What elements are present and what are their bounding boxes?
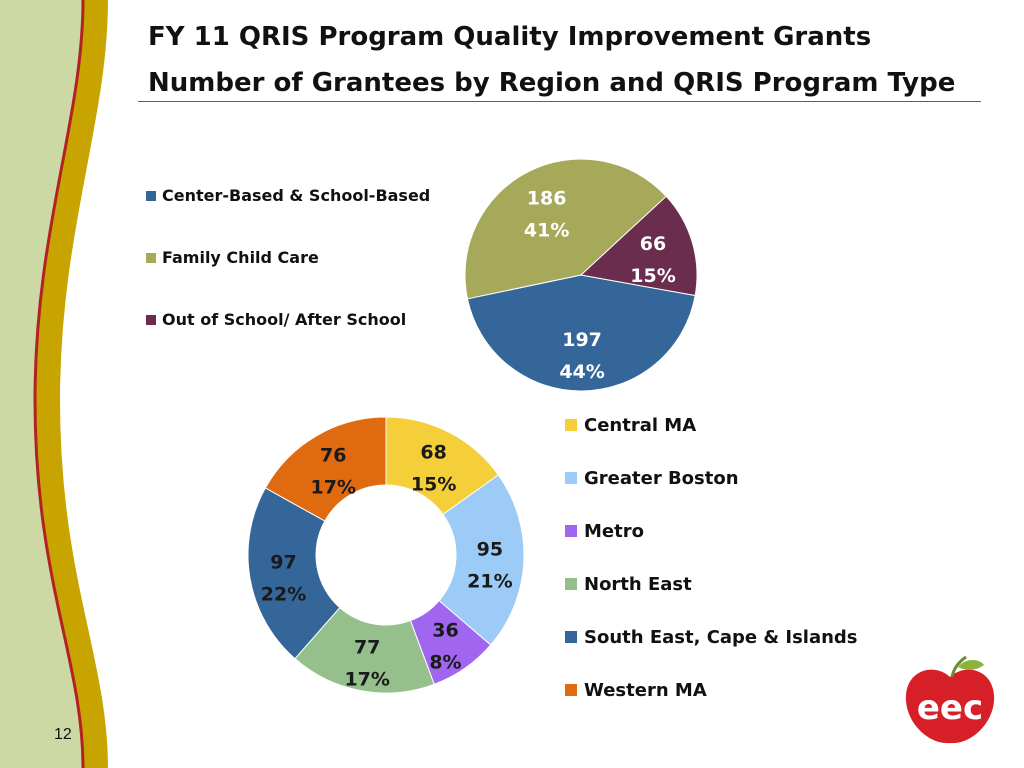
- legend-label: Metro: [584, 521, 644, 542]
- chart-title-line-2: Number of Grantees by Region and QRIS Pr…: [148, 68, 956, 98]
- legend-label: South East, Cape & Islands: [584, 627, 858, 648]
- legend-label: Western MA: [584, 680, 707, 701]
- svg-text:eec: eec: [917, 688, 983, 728]
- legend-swatch: [565, 472, 577, 484]
- region-donut-value-label: 76: [320, 444, 346, 466]
- legend-label: Out of School/ After School: [162, 310, 407, 329]
- legend-swatch: [146, 190, 156, 201]
- region-legend-item-north-east: North East: [565, 574, 692, 595]
- program-legend-item-center-based-school-based: Center-Based & School-Based: [146, 186, 430, 205]
- legend-swatch: [565, 419, 577, 431]
- region-legend-item-south-east-cape-islands: South East, Cape & Islands: [565, 627, 858, 648]
- legend-swatch: [146, 314, 156, 325]
- legend-label: Central MA: [584, 415, 697, 436]
- program-legend-item-out-of-school-after-school: Out of School/ After School: [146, 310, 406, 329]
- region-donut-slice-north-east: [294, 606, 435, 694]
- program-pie-percent-label: 44%: [559, 361, 604, 383]
- program-pie-slice-family-child-care: [464, 158, 667, 300]
- legend-label: Greater Boston: [584, 468, 739, 489]
- region-donut-value-label: 77: [354, 636, 380, 658]
- program-pie-value-label: 197: [562, 329, 602, 351]
- region-donut-slice-western-ma: [264, 416, 387, 522]
- region-donut-value-label: 97: [270, 552, 296, 574]
- region-donut-percent-label: 8%: [429, 651, 461, 673]
- legend-swatch: [565, 684, 577, 696]
- region-legend-item-central-ma: Central MA: [565, 415, 696, 436]
- legend-swatch: [146, 252, 156, 263]
- region-donut-percent-label: 21%: [467, 571, 512, 593]
- region-legend-item-western-ma: Western MA: [565, 680, 707, 701]
- legend-label: Center-Based & School-Based: [162, 186, 431, 205]
- legend-swatch: [565, 578, 577, 590]
- title-underline: [138, 101, 981, 102]
- region-donut-value-label: 95: [477, 539, 503, 561]
- region-donut-percent-label: 17%: [344, 668, 389, 690]
- decorative-wave: [0, 0, 140, 768]
- region-legend-item-greater-boston: Greater Boston: [565, 468, 739, 489]
- page-number: 12: [54, 726, 72, 743]
- program-pie-value-label: 66: [640, 233, 666, 255]
- program-pie-percent-label: 41%: [524, 219, 569, 241]
- region-donut-percent-label: 22%: [261, 584, 306, 606]
- region-donut-percent-label: 15%: [411, 474, 456, 496]
- program-pie-slice-center-based-school-based: [466, 274, 696, 392]
- region-legend-item-metro: Metro: [565, 521, 644, 542]
- chart-title-line-1: FY 11 QRIS Program Quality Improvement G…: [148, 22, 872, 52]
- region-donut-value-label: 36: [432, 619, 458, 641]
- program-pie-value-label: 186: [527, 187, 567, 209]
- region-donut-percent-label: 17%: [311, 476, 356, 498]
- program-pie-percent-label: 15%: [630, 265, 675, 287]
- legend-swatch: [565, 525, 577, 537]
- legend-label: North East: [584, 574, 692, 595]
- region-donut-slice-greater-boston: [438, 474, 525, 646]
- eec-logo: eec: [905, 655, 995, 744]
- legend-swatch: [565, 631, 577, 643]
- legend-label: Family Child Care: [162, 248, 319, 267]
- program-pie-slice-out-of-school-after-school: [579, 195, 698, 297]
- program-legend-item-family-child-care: Family Child Care: [146, 248, 319, 267]
- region-donut-slice-south-east-cape-islands: [247, 487, 341, 660]
- region-donut-value-label: 68: [420, 442, 446, 464]
